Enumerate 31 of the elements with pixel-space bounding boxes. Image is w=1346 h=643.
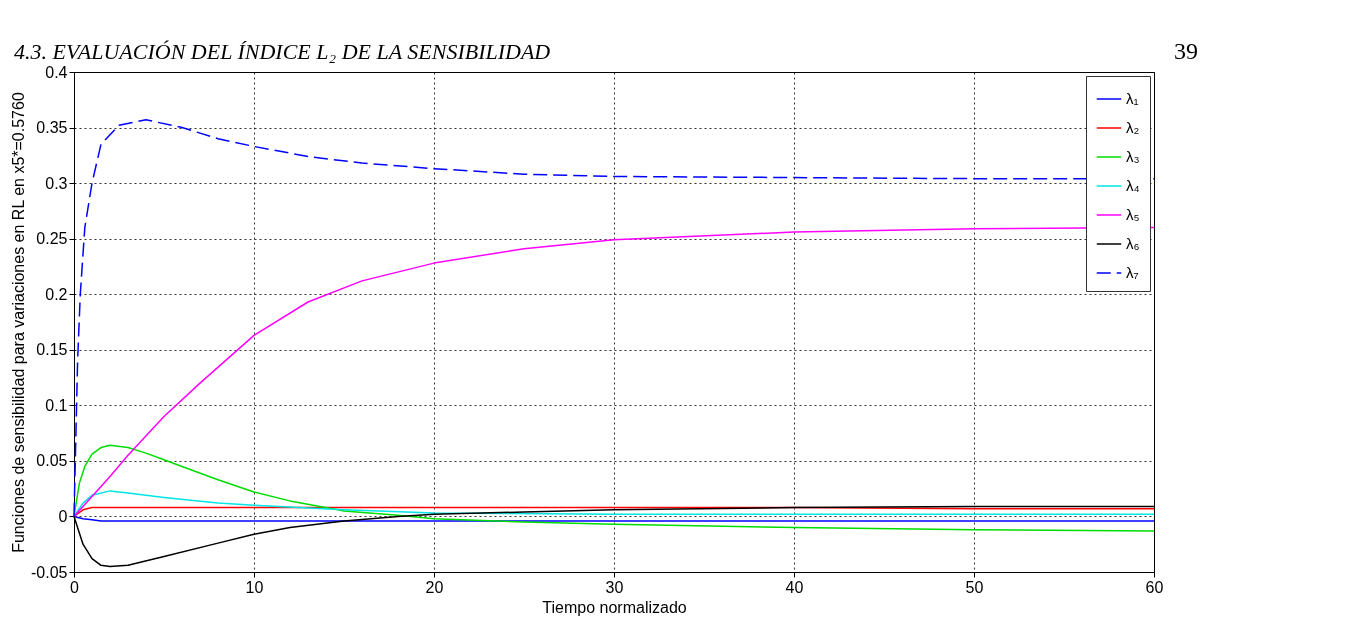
y-axis-title: Funciones de sensibilidad para variaciones en RL en x5*=0.5760	[10, 92, 28, 553]
text: 4.3. EVALUACIÓN DEL ÍNDICE L₂ DE LA SENSIBILIDAD	[14, 39, 551, 64]
legend-label: λ₁	[1126, 90, 1139, 107]
legend-label: λ₃	[1126, 148, 1140, 165]
legend-label: λ₅	[1126, 206, 1140, 223]
x-axis-title: Tiempo normalizado	[542, 598, 687, 616]
text: 39	[1174, 38, 1198, 64]
legend-label: λ₄	[1126, 177, 1140, 194]
y-tick-label: 0.15	[36, 341, 68, 359]
y-tick-label: 0.35	[36, 119, 68, 137]
legend-label: λ₂	[1126, 119, 1140, 136]
legend-label: λ₆	[1126, 235, 1140, 252]
x-tick-label: 50	[965, 578, 984, 596]
x-tick-label: 30	[605, 578, 624, 596]
y-tick-label: -0.05	[31, 563, 68, 581]
line-series	[73, 444, 1155, 532]
x-tick-label: 20	[425, 578, 444, 596]
y-tick-label: 0.05	[36, 452, 68, 470]
line-series	[73, 490, 1155, 518]
y-tick-label: 0.25	[36, 230, 68, 248]
x-tick-label: 0	[70, 578, 80, 596]
y-tick-label: 0.2	[45, 285, 68, 303]
legend-label: λ₇	[1126, 264, 1139, 281]
x-tick-label: 40	[785, 578, 804, 596]
y-tick-label: 0.3	[45, 174, 68, 192]
x-tick-label: 10	[245, 578, 264, 596]
y-tick-label: 0.4	[45, 63, 68, 81]
x-tick-label: 60	[1145, 578, 1164, 596]
y-tick-label: 0.1	[45, 396, 68, 414]
y-tick-label: 0	[58, 507, 68, 525]
line-series	[73, 226, 1155, 518]
